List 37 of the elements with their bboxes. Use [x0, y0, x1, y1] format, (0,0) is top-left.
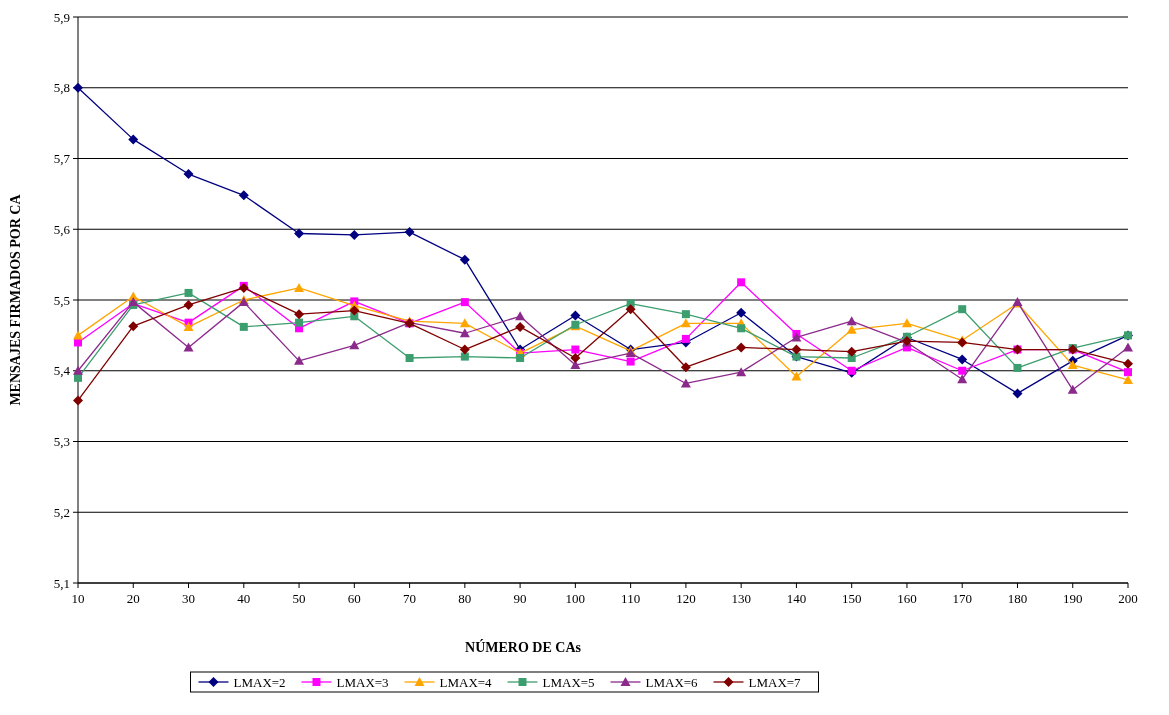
x-tick-label: 180 — [1007, 591, 1028, 606]
legend-label: LMAX=3 — [336, 674, 389, 690]
x-tick-label: 50 — [292, 591, 306, 606]
x-tick-label: 20 — [126, 591, 140, 606]
x-tick-label: 130 — [731, 591, 751, 606]
y-tick-label: 5,1 — [53, 575, 70, 591]
legend-label: LMAX=5 — [542, 674, 595, 690]
x-tick-label: 190 — [1062, 591, 1083, 606]
legend-label: LMAX=4 — [439, 674, 493, 690]
x-tick-label: 140 — [786, 591, 807, 606]
x-tick-label: 30 — [182, 591, 196, 606]
x-tick-label: 110 — [621, 591, 641, 606]
y-tick-label: 5,6 — [53, 221, 71, 237]
x-axis-title: NÚMERO DE CAs — [465, 639, 582, 655]
legend-label: LMAX=6 — [645, 674, 699, 690]
y-tick-label: 5,3 — [53, 434, 70, 450]
x-tick-label: 70 — [403, 591, 417, 606]
y-tick-label: 5,2 — [53, 504, 70, 520]
x-tick-label: 200 — [1118, 591, 1138, 606]
y-tick-label: 5,7 — [53, 151, 71, 167]
x-tick-label: 170 — [952, 591, 972, 606]
x-tick-label: 40 — [237, 591, 251, 606]
y-tick-label: 5,8 — [53, 80, 70, 96]
x-tick-label: 120 — [676, 591, 696, 606]
x-tick-label: 90 — [513, 591, 527, 606]
x-tick-label: 100 — [565, 591, 586, 606]
x-tick-label: 160 — [897, 591, 917, 606]
y-tick-label: 5,9 — [53, 9, 70, 25]
x-tick-label: 150 — [841, 591, 862, 606]
x-tick-label: 80 — [458, 591, 472, 606]
legend-label: LMAX=7 — [748, 674, 802, 690]
x-tick-label: 10 — [71, 591, 85, 606]
legend-label: LMAX=2 — [233, 674, 286, 690]
y-tick-label: 5,4 — [53, 363, 71, 379]
y-axis-title: MENSAJES FIRMADOS POR CA — [8, 193, 23, 406]
x-tick-label: 60 — [347, 591, 361, 606]
y-tick-label: 5,5 — [53, 292, 70, 308]
